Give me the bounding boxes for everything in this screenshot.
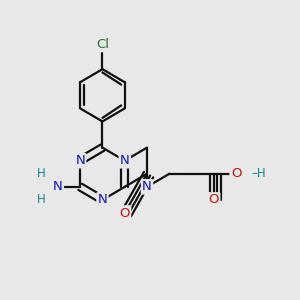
Text: N: N <box>53 180 63 194</box>
Text: N: N <box>75 154 85 167</box>
Text: H: H <box>37 167 46 180</box>
Text: Cl: Cl <box>96 38 109 51</box>
Text: N: N <box>98 194 107 206</box>
Text: N: N <box>142 180 152 194</box>
Text: O: O <box>119 206 130 220</box>
Text: O: O <box>231 167 242 180</box>
Text: H: H <box>37 194 46 206</box>
Text: O: O <box>231 167 242 180</box>
Text: –H: –H <box>252 167 266 180</box>
Text: N: N <box>120 154 130 167</box>
Text: O: O <box>209 194 219 206</box>
